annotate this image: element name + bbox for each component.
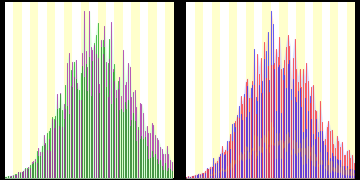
- Bar: [321, 2, 330, 178]
- Bar: [212, 2, 220, 178]
- Bar: [237, 2, 246, 178]
- Bar: [254, 2, 262, 178]
- Bar: [246, 2, 254, 178]
- Bar: [165, 2, 174, 178]
- Bar: [30, 2, 39, 178]
- Bar: [39, 2, 47, 178]
- Bar: [338, 2, 347, 178]
- Bar: [55, 2, 64, 178]
- Bar: [5, 2, 13, 178]
- Bar: [123, 2, 131, 178]
- Bar: [22, 2, 30, 178]
- Bar: [131, 2, 140, 178]
- Bar: [288, 2, 296, 178]
- Bar: [106, 2, 114, 178]
- Bar: [305, 2, 313, 178]
- Bar: [220, 2, 229, 178]
- Bar: [262, 2, 271, 178]
- Bar: [347, 2, 355, 178]
- Bar: [229, 2, 237, 178]
- Bar: [271, 2, 279, 178]
- Bar: [89, 2, 98, 178]
- Bar: [13, 2, 22, 178]
- Bar: [148, 2, 157, 178]
- Bar: [47, 2, 55, 178]
- Bar: [296, 2, 305, 178]
- Bar: [140, 2, 148, 178]
- Bar: [157, 2, 165, 178]
- Bar: [186, 2, 195, 178]
- Bar: [313, 2, 321, 178]
- Bar: [114, 2, 123, 178]
- Bar: [195, 2, 203, 178]
- Bar: [81, 2, 89, 178]
- Bar: [72, 2, 81, 178]
- Bar: [203, 2, 212, 178]
- Bar: [330, 2, 338, 178]
- Bar: [98, 2, 106, 178]
- Bar: [64, 2, 72, 178]
- Bar: [279, 2, 288, 178]
